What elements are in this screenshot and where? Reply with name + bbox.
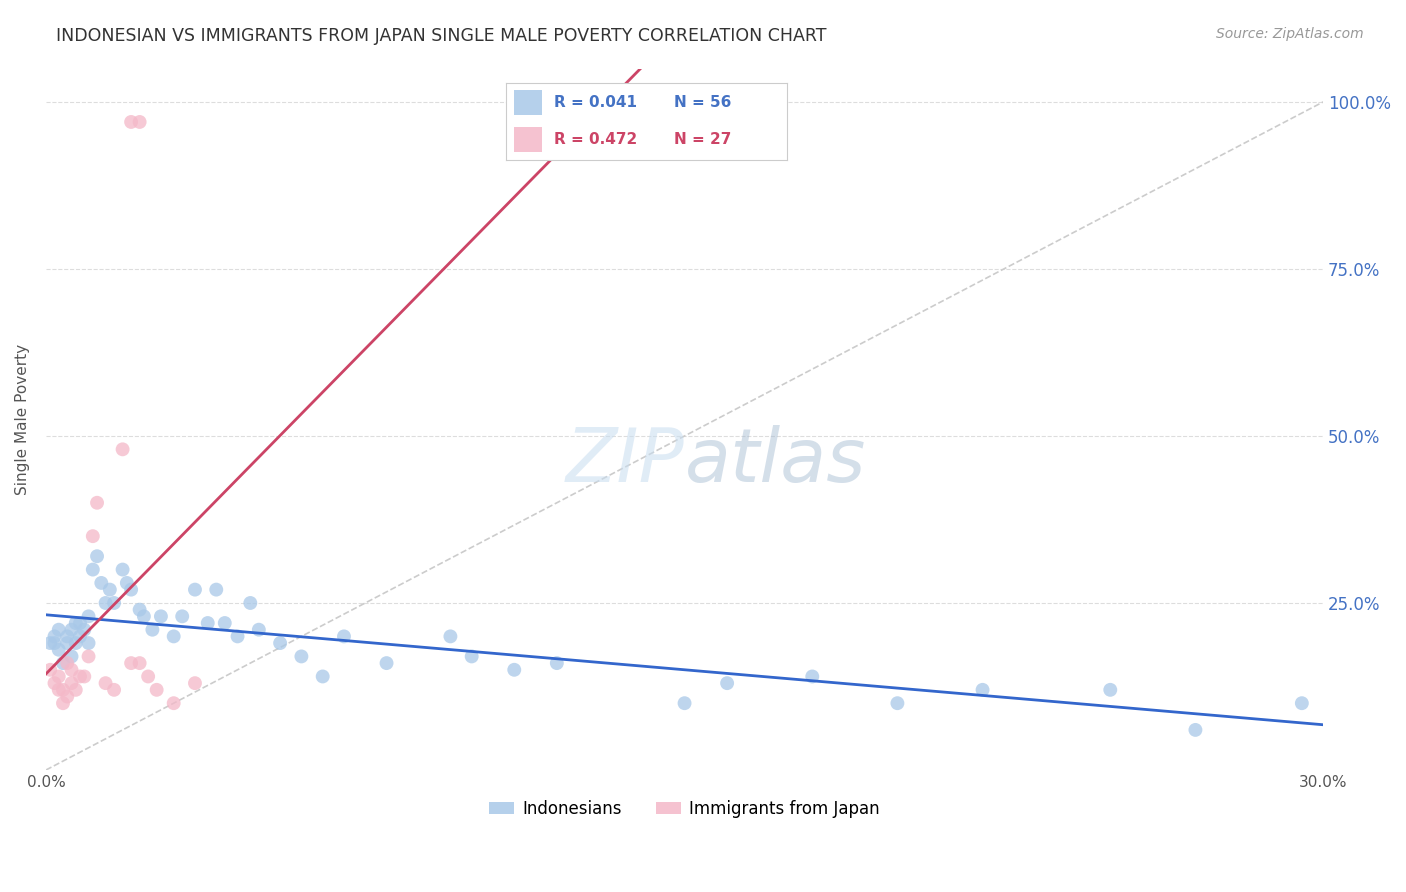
- Point: [60, 623, 83, 637]
- Point: [172, 609, 194, 624]
- Point: [1184, 723, 1206, 737]
- Point: [239, 596, 262, 610]
- Point: [163, 696, 186, 710]
- Point: [103, 682, 125, 697]
- Point: [65, 636, 87, 650]
- Point: [56, 636, 79, 650]
- Point: [120, 115, 142, 129]
- Point: [56, 690, 79, 704]
- Point: [73, 669, 96, 683]
- Point: [48, 623, 70, 637]
- Point: [44, 676, 66, 690]
- Point: [69, 669, 91, 683]
- Point: [141, 623, 163, 637]
- Point: [546, 656, 568, 670]
- Point: [128, 656, 150, 670]
- Point: [128, 602, 150, 616]
- Point: [312, 669, 335, 683]
- Point: [82, 529, 104, 543]
- Point: [52, 696, 75, 710]
- Point: [136, 669, 159, 683]
- Point: [48, 642, 70, 657]
- Point: [290, 649, 312, 664]
- Point: [39, 636, 62, 650]
- Point: [82, 563, 104, 577]
- Point: [94, 596, 117, 610]
- Point: [1291, 696, 1313, 710]
- Point: [972, 682, 994, 697]
- Point: [269, 636, 291, 650]
- Point: [205, 582, 228, 597]
- Point: [115, 576, 138, 591]
- Point: [69, 629, 91, 643]
- Point: [65, 615, 87, 630]
- Point: [128, 115, 150, 129]
- Point: [44, 636, 66, 650]
- Point: [86, 549, 108, 564]
- Point: [1099, 682, 1122, 697]
- Point: [801, 669, 824, 683]
- Point: [197, 615, 219, 630]
- Point: [716, 676, 738, 690]
- Point: [145, 682, 167, 697]
- Point: [86, 496, 108, 510]
- Point: [214, 615, 236, 630]
- Text: Source: ZipAtlas.com: Source: ZipAtlas.com: [1216, 27, 1364, 41]
- Point: [226, 629, 249, 643]
- Point: [52, 656, 75, 670]
- Point: [184, 676, 207, 690]
- Point: [120, 656, 142, 670]
- Point: [73, 623, 96, 637]
- Point: [39, 663, 62, 677]
- Point: [132, 609, 155, 624]
- Point: [247, 623, 270, 637]
- Point: [98, 582, 121, 597]
- Point: [111, 442, 134, 457]
- Point: [69, 615, 91, 630]
- Point: [56, 656, 79, 670]
- Point: [77, 609, 100, 624]
- Point: [460, 649, 482, 664]
- Point: [56, 629, 79, 643]
- Point: [44, 629, 66, 643]
- Point: [333, 629, 356, 643]
- Text: ZIP: ZIP: [565, 425, 685, 498]
- Point: [120, 582, 142, 597]
- Point: [184, 582, 207, 597]
- Point: [503, 663, 526, 677]
- Point: [103, 596, 125, 610]
- Point: [60, 676, 83, 690]
- Point: [77, 636, 100, 650]
- Point: [48, 682, 70, 697]
- Point: [375, 656, 398, 670]
- Point: [673, 696, 696, 710]
- Point: [65, 682, 87, 697]
- Y-axis label: Single Male Poverty: Single Male Poverty: [15, 343, 30, 495]
- Point: [48, 669, 70, 683]
- Point: [60, 663, 83, 677]
- Point: [90, 576, 112, 591]
- Point: [149, 609, 172, 624]
- Point: [163, 629, 186, 643]
- Text: atlas: atlas: [685, 425, 866, 498]
- Point: [60, 649, 83, 664]
- Legend: Indonesians, Immigrants from Japan: Indonesians, Immigrants from Japan: [482, 794, 886, 825]
- Point: [94, 676, 117, 690]
- Point: [439, 629, 461, 643]
- Point: [111, 563, 134, 577]
- Point: [77, 649, 100, 664]
- Point: [52, 682, 75, 697]
- Text: INDONESIAN VS IMMIGRANTS FROM JAPAN SINGLE MALE POVERTY CORRELATION CHART: INDONESIAN VS IMMIGRANTS FROM JAPAN SING…: [56, 27, 827, 45]
- Point: [886, 696, 908, 710]
